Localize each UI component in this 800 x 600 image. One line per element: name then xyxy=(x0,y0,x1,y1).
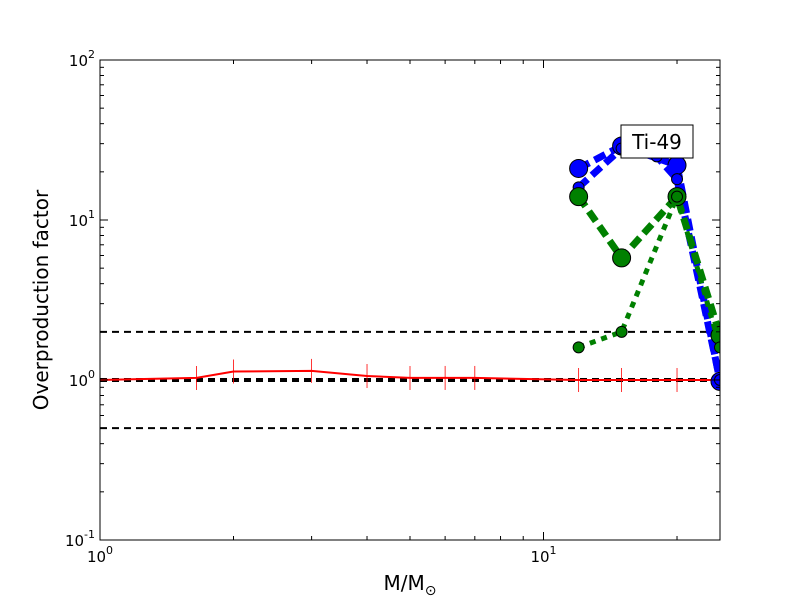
y-tick-label-exp: 1 xyxy=(88,208,95,221)
x-tick-label-exp: 0 xyxy=(106,544,113,557)
y-axis-title: Overproduction factor xyxy=(29,189,53,410)
x-tick-label-base: 10 xyxy=(530,548,549,566)
series-line-3 xyxy=(575,189,720,337)
annotation-ti49: Ti-49 xyxy=(620,124,694,159)
series-line-red xyxy=(100,369,720,381)
y-tick-label: 100 xyxy=(69,368,95,390)
x-axis-title: M/M⊙ xyxy=(384,571,437,599)
annotation-box xyxy=(620,124,694,159)
y-tick-label-exp: -1 xyxy=(84,528,95,541)
x-tick-label-exp: 1 xyxy=(550,544,557,557)
series-point-4 xyxy=(615,325,628,338)
series-point-1 xyxy=(569,158,589,178)
series-point-3 xyxy=(612,248,632,268)
x-tick-label: 101 xyxy=(530,544,556,566)
y-tick-label-base: 10 xyxy=(65,532,84,550)
y-tick-label-base: 10 xyxy=(69,372,88,390)
series-point-4 xyxy=(572,341,585,354)
series-point-4 xyxy=(671,190,684,203)
y-tick-label: 101 xyxy=(69,208,95,230)
series-point-4 xyxy=(714,341,720,354)
x-axis-title-main: M/M xyxy=(384,571,425,595)
y-tick-label-base: 10 xyxy=(69,212,88,230)
x-tick-label: 100 xyxy=(87,544,113,566)
series-point-3 xyxy=(569,187,589,207)
series-line-1 xyxy=(576,142,720,383)
y-tick-label: 10-1 xyxy=(65,528,95,550)
y-tick-label-exp: 2 xyxy=(88,48,95,61)
y-tick-label: 102 xyxy=(69,48,95,70)
series-point-2 xyxy=(671,173,684,186)
annotation-label: Ti-49 xyxy=(631,130,682,154)
x-tick-label-base: 10 xyxy=(87,548,106,566)
y-tick-label-base: 10 xyxy=(69,52,88,70)
y-tick-label-exp: 0 xyxy=(88,368,95,381)
series-layer xyxy=(100,136,720,392)
x-axis-title-sub: ⊙ xyxy=(425,583,437,599)
